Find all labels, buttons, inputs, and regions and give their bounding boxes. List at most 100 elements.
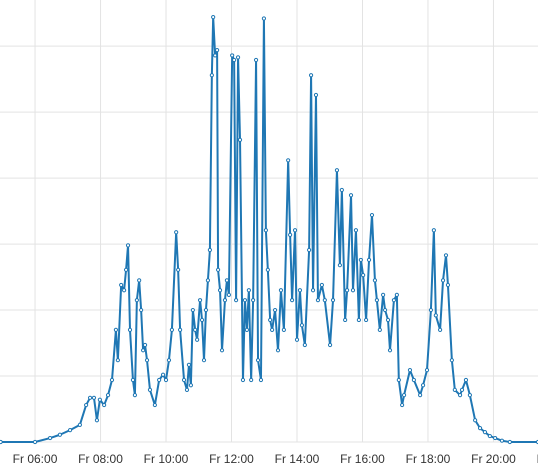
data-point [377,327,382,332]
data-point [193,327,198,332]
data-point [166,358,172,363]
data-point [123,267,129,272]
data-point [47,435,53,441]
data-point [452,387,457,392]
data-point [169,327,175,332]
data-point [160,372,166,377]
data-point [235,55,241,60]
data-point [366,257,372,263]
data-point [400,402,405,408]
data-point [184,387,190,392]
data-point [211,15,216,20]
data-point [322,298,327,303]
data-point [244,327,249,332]
data-point [251,298,256,303]
data-point [319,282,324,288]
data-point [385,317,391,323]
data-point [433,313,438,318]
data-point [374,298,379,303]
data-point [209,73,214,78]
data-point [477,426,483,431]
data-point [482,430,488,435]
data-point [91,395,97,400]
data-point [281,327,286,332]
data-point [84,402,89,408]
x-tick-label: Fr 06:00 [13,452,58,466]
data-point [87,395,93,400]
data-point [265,267,270,272]
data-point [258,377,264,383]
data-point [278,288,284,293]
x-tick-label: Fr 16:00 [340,452,385,466]
data-point [249,377,254,383]
data-point [313,92,319,98]
x-tick-label: Fr 18:00 [406,452,451,466]
data-point [134,298,139,303]
data-point [369,212,375,218]
data-point [499,438,505,443]
data-point [270,327,275,332]
data-line [0,16,538,443]
data-point [449,358,454,363]
data-point [428,307,434,313]
data-point [230,53,235,58]
data-point [113,327,119,332]
data-point [387,348,393,353]
data-point [203,307,209,313]
data-point [343,317,348,323]
data-point [176,267,181,272]
data-point [0,439,3,445]
data-point [381,292,386,297]
data-point [226,292,231,297]
data-point [382,307,388,313]
x-tick-label: Fr 12:00 [209,452,254,466]
data-point [443,253,449,258]
x-tick-label: Fr 08:00 [78,452,123,466]
data-point [348,193,354,198]
data-point [32,439,38,445]
data-point [457,393,463,398]
data-point [137,278,142,283]
data-point [358,257,363,263]
data-point [105,393,111,398]
data-point [299,323,305,328]
data-point [463,377,469,383]
data-point [67,428,73,433]
data-point [330,298,336,303]
data-point [205,278,211,283]
data-point [77,422,82,427]
data-point [418,393,423,398]
data-point [190,307,195,313]
data-point [263,228,268,233]
data-point [255,358,261,363]
data-point [232,57,237,63]
data-point [350,288,356,293]
data-point [431,228,436,233]
data-point [132,393,138,398]
x-tick-label: Fr 14:00 [275,452,320,466]
data-point [102,402,107,408]
data-point [294,337,300,342]
data-point [197,298,203,303]
data-point [214,48,220,53]
data-point [315,298,321,303]
data-point [493,435,498,441]
data-point [224,278,230,283]
data-point [139,307,144,313]
data-point [353,228,359,233]
data-point [286,158,291,163]
data-point [152,402,157,408]
data-point [361,272,366,278]
data-point [339,187,344,193]
data-point [473,418,478,423]
data-point [334,168,340,173]
data-point [222,298,228,303]
data-point [130,377,136,383]
data-point [94,418,100,423]
data-point [307,247,312,253]
data-point [459,387,465,392]
data-point [288,232,293,237]
data-point [407,367,413,373]
x-tick-label: Fr 22:00 [537,452,538,466]
